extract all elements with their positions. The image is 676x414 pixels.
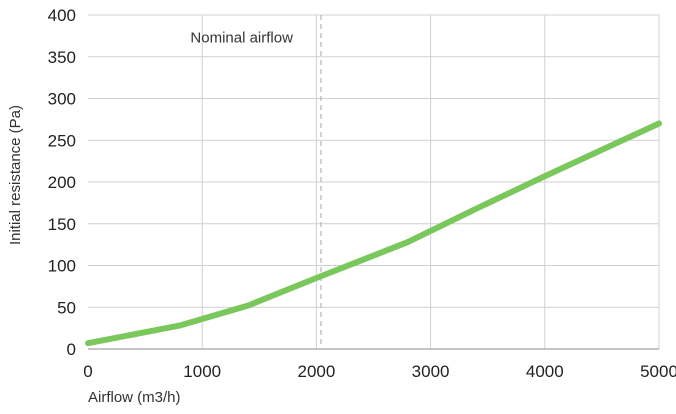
x-tick-label-3000: 3000 bbox=[412, 362, 450, 381]
series-line-0 bbox=[85, 120, 662, 347]
y-tick-label-300: 300 bbox=[48, 90, 76, 109]
grid-lines bbox=[88, 14, 660, 349]
nominal-airflow-label: Nominal airflow bbox=[190, 30, 293, 47]
x-tick-label-2000: 2000 bbox=[297, 362, 335, 381]
y-tick-labels: 0 50 100 150 200 250 300 350 400 bbox=[48, 6, 76, 359]
x-tick-label-0: 0 bbox=[83, 362, 92, 381]
y-tick-label-400: 400 bbox=[48, 6, 76, 25]
y-tick-label-50: 50 bbox=[57, 298, 76, 317]
y-tick-label-350: 350 bbox=[48, 48, 76, 67]
x-axis-title: Airflow (m3/h) bbox=[88, 389, 181, 406]
y-tick-label-250: 250 bbox=[48, 131, 76, 150]
series-group bbox=[85, 120, 662, 347]
y-axis-title: Initial resistance (Pa) bbox=[7, 105, 24, 245]
y-tick-label-200: 200 bbox=[48, 173, 76, 192]
x-tick-label-1000: 1000 bbox=[183, 362, 221, 381]
y-tick-label-0: 0 bbox=[67, 340, 76, 359]
x-tick-label-4000: 4000 bbox=[526, 362, 564, 381]
x-tick-labels: 0 1000 2000 3000 4000 5000 bbox=[83, 362, 676, 381]
x-tick-label-5000: 5000 bbox=[640, 362, 676, 381]
y-tick-label-100: 100 bbox=[48, 257, 76, 276]
y-tick-label-150: 150 bbox=[48, 215, 76, 234]
